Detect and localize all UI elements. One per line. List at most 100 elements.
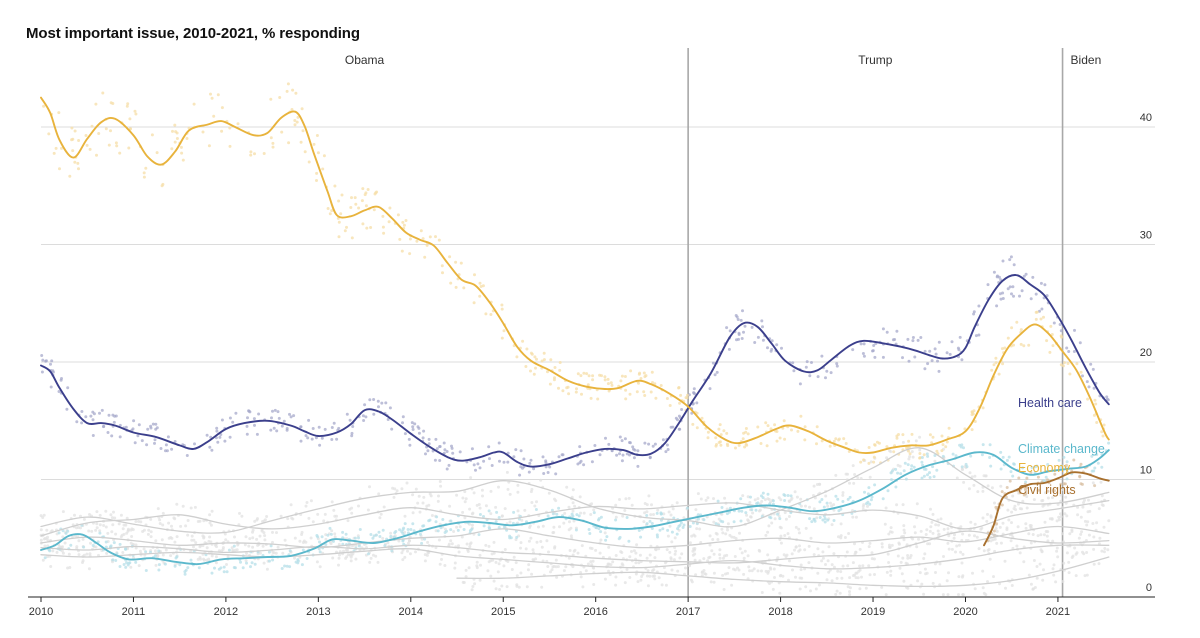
poll-dot	[671, 507, 675, 511]
poll-dot	[260, 529, 264, 533]
poll-dot	[134, 560, 138, 564]
poll-dot	[961, 593, 965, 597]
poll-dot	[1075, 362, 1079, 366]
poll-dot	[941, 443, 945, 447]
poll-dot	[185, 137, 189, 140]
poll-dot	[965, 465, 969, 469]
poll-dot	[1052, 489, 1056, 493]
poll-dot	[760, 319, 764, 323]
poll-dot	[1063, 361, 1066, 365]
poll-dot	[1048, 350, 1052, 354]
poll-dot	[919, 529, 923, 533]
poll-dot	[614, 518, 618, 522]
poll-dot	[889, 573, 893, 577]
poll-dot	[688, 525, 692, 528]
poll-dot	[421, 237, 425, 241]
poll-dot	[552, 525, 556, 529]
poll-dot	[936, 518, 940, 522]
poll-dot	[161, 511, 165, 515]
poll-dot	[252, 417, 256, 421]
poll-dot	[445, 450, 449, 453]
poll-dot	[330, 426, 334, 429]
poll-dot	[623, 375, 627, 378]
poll-dot	[1025, 476, 1029, 480]
poll-dot	[430, 514, 434, 517]
poll-dot	[461, 510, 465, 514]
poll-dot	[491, 558, 495, 562]
poll-dot	[118, 565, 122, 568]
poll-dot	[804, 504, 807, 508]
poll-dot	[183, 572, 187, 576]
era-label: Trump	[858, 53, 893, 67]
poll-dot	[783, 499, 787, 502]
poll-dot	[725, 507, 729, 511]
poll-dot	[749, 495, 752, 499]
poll-dot	[288, 412, 291, 416]
poll-dot	[884, 506, 888, 510]
poll-dot	[901, 556, 905, 560]
poll-dot	[248, 410, 252, 414]
poll-dot	[1027, 532, 1031, 536]
poll-dot	[859, 342, 863, 346]
poll-dot	[892, 450, 896, 454]
poll-dot	[653, 382, 657, 386]
poll-dot	[174, 556, 178, 560]
poll-dot	[324, 537, 328, 541]
poll-dot	[115, 144, 119, 148]
poll-dot	[59, 378, 63, 382]
poll-dot	[624, 397, 628, 401]
poll-dot	[406, 541, 410, 545]
poll-dot	[98, 529, 102, 533]
poll-dot	[218, 435, 222, 439]
poll-dot	[335, 437, 339, 441]
poll-dot	[792, 369, 796, 373]
poll-dot	[656, 508, 660, 512]
poll-dot	[489, 574, 493, 578]
poll-dot	[1050, 517, 1054, 521]
poll-dot	[668, 550, 672, 554]
poll-dot	[454, 260, 458, 264]
poll-dot	[268, 559, 271, 563]
poll-dot	[533, 504, 537, 508]
poll-dot	[315, 560, 319, 564]
poll-dot	[1036, 534, 1040, 538]
poll-dot	[937, 340, 941, 344]
poll-dot	[972, 310, 976, 314]
poll-dot	[225, 570, 229, 574]
poll-dot	[1039, 533, 1043, 537]
poll-dot	[895, 329, 899, 333]
x-tick-label: 2020	[953, 606, 977, 618]
poll-dot	[704, 498, 708, 502]
poll-dot	[414, 487, 418, 491]
poll-dot	[603, 378, 607, 382]
poll-dot	[1042, 315, 1045, 319]
poll-dot	[815, 516, 819, 520]
poll-dot	[294, 91, 298, 95]
poll-dot	[1059, 512, 1062, 516]
poll-dot	[178, 563, 182, 567]
poll-dot	[1101, 504, 1105, 507]
poll-dot	[670, 568, 674, 572]
poll-dot	[743, 324, 747, 328]
poll-dot	[637, 381, 640, 385]
poll-dot	[118, 542, 122, 546]
poll-dot	[52, 151, 56, 155]
poll-dot	[554, 558, 558, 562]
poll-dot	[920, 456, 924, 459]
poll-dot	[952, 536, 956, 540]
poll-dot	[730, 535, 734, 539]
poll-dot	[694, 573, 698, 577]
poll-dot	[670, 530, 674, 534]
poll-dot	[931, 435, 935, 439]
poll-dot	[489, 489, 493, 493]
poll-dot	[529, 369, 532, 373]
poll-dot	[936, 529, 940, 533]
poll-dot	[890, 543, 894, 547]
poll-dot	[470, 447, 474, 451]
poll-dot	[585, 372, 589, 376]
poll-dot	[844, 442, 848, 445]
poll-dot	[397, 539, 401, 543]
poll-dot	[999, 467, 1003, 471]
poll-dot	[779, 541, 783, 545]
poll-dot	[408, 443, 412, 447]
